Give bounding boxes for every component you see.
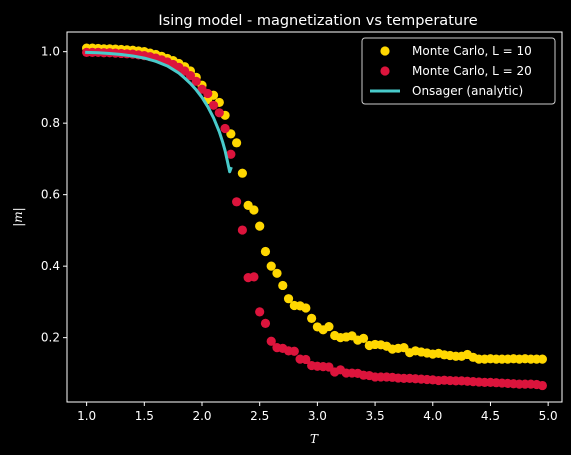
chart-title: Ising model - magnetization vs temperatu…	[158, 13, 477, 29]
data-point-series-1	[278, 280, 288, 291]
data-point-series-1	[301, 303, 311, 313]
data-point-series-2	[289, 346, 299, 356]
x-axis: 1.0 1.5 2.0 2.5 3.0 3.5 4.0 4.5 5.0	[77, 402, 558, 423]
legend-entry-label: Monte Carlo, L = 20	[412, 64, 532, 78]
data-point-series-2	[185, 71, 196, 81]
data-point-series-1	[255, 221, 265, 231]
y-axis: 0.2 0.4 0.6 0.8 1.0	[41, 45, 67, 345]
x-tick-label: 4.0	[423, 409, 442, 423]
data-point-series-1	[324, 321, 334, 332]
data-point-series-2	[255, 307, 265, 317]
data-point-series-2	[191, 76, 201, 86]
data-point-series-1	[307, 313, 317, 323]
y-tick-label: 1.0	[41, 45, 60, 59]
y-tick-label: 0.6	[41, 188, 60, 202]
x-tick-label: 5.0	[539, 409, 558, 423]
data-point-series-2	[260, 318, 271, 328]
data-point-series-1	[272, 268, 282, 278]
x-tick-label: 1.5	[135, 409, 154, 423]
x-tick-label: 2.0	[192, 409, 211, 423]
legend: Monte Carlo, L = 10 Monte Carlo, L = 20 On…	[361, 37, 556, 105]
plot-area	[82, 43, 547, 391]
x-tick-label: 3.0	[308, 409, 327, 423]
data-point-series-1	[266, 261, 276, 271]
data-point-series-1	[260, 246, 271, 257]
data-point-series-2	[220, 123, 230, 134]
legend-entry-label: Onsager (analytic)	[412, 84, 523, 98]
data-point-series-1	[249, 205, 259, 215]
data-point-series-2	[537, 380, 547, 391]
data-point-series-1	[237, 168, 247, 178]
series-line-onsager	[85, 50, 233, 174]
data-point-series-2	[203, 88, 213, 99]
x-tick-label: 3.5	[366, 409, 385, 423]
data-point-series-1	[537, 354, 547, 364]
legend-entry-label: Monte Carlo, L = 10	[412, 44, 532, 58]
x-tick-label: 2.5	[250, 409, 269, 423]
axes-frame	[66, 31, 563, 403]
data-point-series-2	[208, 100, 219, 110]
data-point-series-2	[214, 108, 224, 118]
legend-box	[361, 37, 556, 105]
y-tick-label: 0.8	[41, 116, 60, 130]
legend-swatch-marker	[380, 66, 390, 76]
data-point-series-1	[226, 129, 236, 139]
data-point-series-2	[226, 149, 236, 159]
data-point-series-2	[237, 225, 247, 235]
data-point-series-1	[283, 294, 294, 304]
y-tick-label: 0.2	[41, 331, 60, 345]
y-tick-label: 0.4	[41, 259, 60, 273]
data-point-series-2	[301, 354, 311, 365]
y-axis-label: |m|	[11, 207, 25, 226]
data-point-series-2	[249, 272, 259, 282]
data-point-series-1	[232, 138, 242, 148]
x-tick-label: 1.0	[77, 409, 96, 423]
legend-swatch-marker	[380, 46, 390, 56]
x-tick-label: 4.5	[481, 409, 500, 423]
x-axis-label: T	[310, 432, 319, 446]
data-point-series-2	[266, 336, 276, 346]
data-point-series-2	[232, 197, 242, 207]
data-point-series-1	[358, 333, 369, 343]
